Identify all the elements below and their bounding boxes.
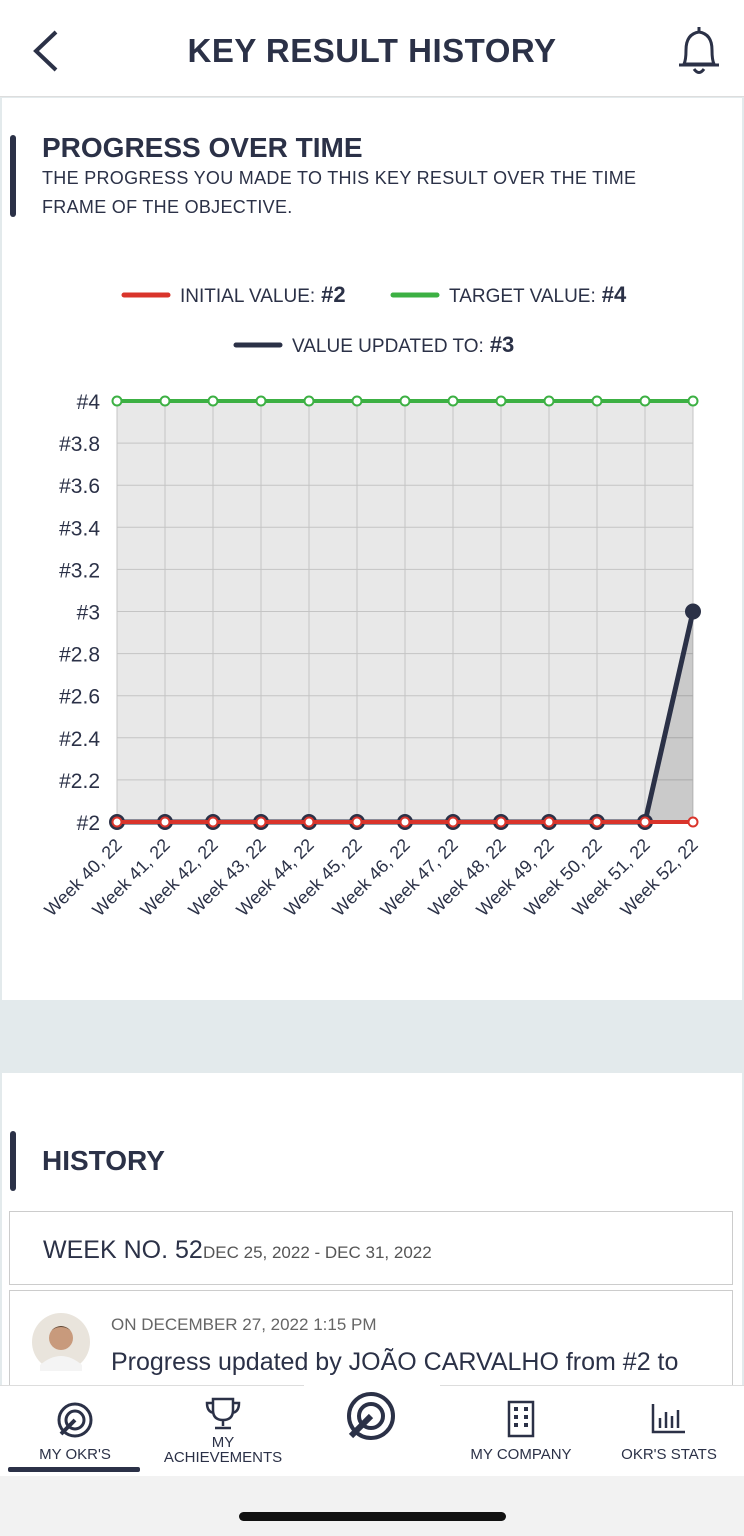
- nav-icon: [205, 1397, 241, 1430]
- section-subtitle: THE PROGRESS YOU MADE TO THIS KEY RESULT…: [42, 168, 637, 217]
- legend-value: #4: [602, 282, 627, 307]
- section-title: PROGRESS OVER TIME: [42, 132, 363, 163]
- y-tick-label: #3.4: [59, 517, 100, 540]
- point: [543, 816, 555, 828]
- nav-achievements[interactable]: MY ACHIEVEMENTS: [143, 1386, 303, 1476]
- entry-text: Progress updated by JOÃO CARVALHO from #…: [111, 1348, 678, 1377]
- nav-label: MY COMPANY: [470, 1446, 572, 1463]
- home-area: [0, 1476, 744, 1536]
- y-tick-label: #2.8: [59, 644, 100, 667]
- point: [111, 395, 123, 407]
- week-number: WEEK NO. 52: [43, 1236, 203, 1264]
- point: [639, 395, 651, 407]
- header: KEY RESULT HISTORY: [0, 0, 744, 97]
- y-tick-label: #2.2: [59, 770, 100, 793]
- section-accent: [10, 1131, 16, 1191]
- entry-user: JOÃO CARVALHO: [348, 1348, 559, 1376]
- point: [447, 816, 459, 828]
- point: [351, 395, 363, 407]
- point: [351, 816, 363, 828]
- point: [255, 816, 267, 828]
- point: [639, 816, 651, 828]
- point: [591, 395, 603, 407]
- legend-value: #2: [321, 282, 345, 307]
- history-entry: ON DECEMBER 27, 2022 1:15 PM Progress up…: [9, 1290, 733, 1400]
- point: [495, 395, 507, 407]
- legend-name: TARGET VALUE:: [449, 286, 596, 307]
- y-tick-label: #3.6: [59, 475, 100, 498]
- point: [207, 395, 219, 407]
- point: [447, 395, 459, 407]
- y-tick-label: #3.8: [59, 433, 100, 456]
- point: [399, 395, 411, 407]
- legend-entry: VALUE UPDATED TO: #3: [292, 332, 514, 357]
- section-title: HISTORY: [42, 1145, 165, 1176]
- y-tick-label: #2.6: [59, 686, 100, 709]
- avatar: [32, 1313, 90, 1371]
- point: [687, 816, 699, 828]
- week-range: DEC 25, 2022 - DEC 31, 2022: [203, 1243, 432, 1262]
- nav-icon: [651, 1404, 685, 1434]
- entry-action: Progress updated by: [111, 1348, 342, 1376]
- nav-icon: [57, 1402, 93, 1438]
- nav-label: MY OKR'S: [39, 1446, 111, 1463]
- bottom-nav: MY OKR'S MY ACHIEVEMENTS MY COMPANY OKR'…: [0, 1384, 744, 1476]
- nav-label: OKR'S STATS: [621, 1446, 717, 1463]
- point: [207, 816, 219, 828]
- nav-my-okrs[interactable]: MY OKR'S: [0, 1386, 160, 1476]
- point: [399, 816, 411, 828]
- section-accent: [10, 135, 16, 217]
- nav-indicator: [8, 1467, 140, 1472]
- y-tick-label: #2: [77, 812, 100, 835]
- point: [687, 395, 699, 407]
- y-tick-label: #4: [77, 391, 101, 414]
- entry-date: ON DECEMBER 27, 2022 1:15 PM: [111, 1315, 377, 1334]
- nav-icon: [507, 1400, 535, 1438]
- point: [303, 816, 315, 828]
- entry-change: from #2 to: [565, 1348, 679, 1376]
- point: [591, 816, 603, 828]
- home-indicator: [239, 1512, 506, 1521]
- back-button[interactable]: [28, 28, 62, 74]
- point: [159, 395, 171, 407]
- y-tick-label: #2.4: [59, 728, 100, 751]
- point: [111, 816, 123, 828]
- point: [159, 816, 171, 828]
- nav-company[interactable]: MY COMPANY: [441, 1386, 601, 1476]
- week-header[interactable]: WEEK NO. 52 DEC 25, 2022 - DEC 31, 2022: [9, 1211, 733, 1285]
- chart: #2#2.2#2.4#2.6#2.8#3#3.2#3.4#3.6#3.8#4We…: [40, 282, 701, 920]
- point: [303, 395, 315, 407]
- point: [255, 395, 267, 407]
- nav-center[interactable]: [304, 1376, 440, 1446]
- nav-label: MY: [211, 1434, 235, 1451]
- legend-name: INITIAL VALUE:: [180, 286, 315, 307]
- point: [495, 816, 507, 828]
- legend-name: VALUE UPDATED TO:: [292, 336, 484, 357]
- nav-stats[interactable]: OKR'S STATS: [589, 1386, 744, 1476]
- notification-bell[interactable]: [674, 26, 724, 78]
- legend-entry: TARGET VALUE: #4: [449, 282, 627, 307]
- page-title: KEY RESULT HISTORY: [187, 32, 557, 69]
- legend-entry: INITIAL VALUE: #2: [180, 282, 346, 307]
- y-tick-label: #3: [77, 602, 100, 625]
- nav-label: ACHIEVEMENTS: [163, 1449, 283, 1466]
- legend-value: #3: [490, 332, 514, 357]
- y-tick-label: #3.2: [59, 559, 100, 582]
- point: [685, 603, 701, 620]
- point: [543, 395, 555, 407]
